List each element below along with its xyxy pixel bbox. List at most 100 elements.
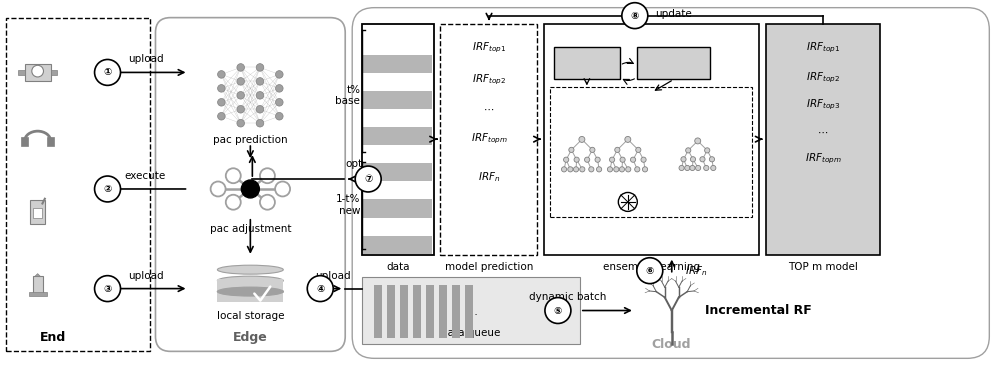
- Bar: [363, 91, 432, 109]
- Bar: [363, 73, 432, 91]
- Circle shape: [32, 65, 43, 77]
- Circle shape: [630, 157, 636, 162]
- Text: $\cdots$: $\cdots$: [817, 127, 829, 137]
- Text: ④: ④: [316, 284, 324, 294]
- Text: ...: ...: [657, 149, 669, 161]
- Bar: [362, 277, 580, 344]
- Circle shape: [679, 166, 684, 171]
- Circle shape: [355, 166, 381, 192]
- Circle shape: [95, 276, 121, 302]
- FancyBboxPatch shape: [352, 8, 989, 358]
- Circle shape: [637, 258, 663, 284]
- Circle shape: [711, 166, 716, 171]
- Circle shape: [569, 147, 574, 152]
- Circle shape: [709, 157, 715, 162]
- Bar: [363, 199, 432, 218]
- Bar: [217, 279, 283, 291]
- Circle shape: [561, 167, 567, 172]
- Text: $IRF_n$: $IRF_n$: [478, 170, 500, 184]
- Text: data queue: data queue: [441, 328, 501, 338]
- Bar: [25, 64, 51, 81]
- Circle shape: [545, 298, 571, 323]
- Circle shape: [700, 157, 705, 162]
- Circle shape: [641, 157, 646, 162]
- Circle shape: [620, 157, 625, 162]
- Circle shape: [237, 91, 244, 99]
- Circle shape: [705, 148, 710, 153]
- Text: $IRF_{top1}$: $IRF_{top1}$: [472, 40, 506, 55]
- Text: ...: ...: [468, 306, 479, 316]
- Circle shape: [241, 180, 259, 198]
- Circle shape: [579, 137, 585, 142]
- Circle shape: [276, 112, 283, 120]
- Circle shape: [618, 192, 637, 211]
- Circle shape: [609, 157, 615, 162]
- Text: $IRF_{top2}$: $IRF_{top2}$: [472, 72, 506, 87]
- Text: ensemble learning: ensemble learning: [603, 262, 700, 272]
- Text: ⑥: ⑥: [646, 266, 654, 276]
- Circle shape: [256, 77, 264, 85]
- Bar: [363, 109, 432, 127]
- Text: TOP m model: TOP m model: [788, 262, 858, 272]
- Text: Estimator: Estimator: [562, 58, 612, 68]
- Circle shape: [256, 119, 264, 127]
- Bar: [387, 285, 395, 338]
- Circle shape: [226, 168, 241, 183]
- Circle shape: [218, 112, 225, 120]
- Circle shape: [237, 119, 244, 127]
- Text: upload: upload: [315, 270, 351, 281]
- Circle shape: [642, 167, 648, 172]
- Text: data: data: [386, 262, 410, 272]
- Circle shape: [690, 166, 695, 171]
- Circle shape: [614, 167, 619, 172]
- Text: dynamic batch: dynamic batch: [529, 291, 607, 302]
- Bar: [21, 137, 28, 146]
- Circle shape: [256, 91, 264, 99]
- Circle shape: [218, 98, 225, 106]
- Bar: [217, 290, 283, 302]
- Text: ②: ②: [103, 184, 112, 194]
- Circle shape: [573, 167, 579, 172]
- Bar: [766, 23, 880, 255]
- Bar: [363, 163, 432, 181]
- Text: update: update: [655, 9, 692, 19]
- Circle shape: [275, 182, 290, 196]
- Circle shape: [595, 157, 600, 162]
- Text: $IRF_{top1}$: $IRF_{top1}$: [806, 40, 840, 55]
- Circle shape: [95, 59, 121, 86]
- Bar: [33, 208, 42, 218]
- Circle shape: [636, 147, 641, 152]
- Text: local storage: local storage: [217, 312, 284, 321]
- Circle shape: [237, 63, 244, 71]
- Circle shape: [589, 167, 594, 172]
- Text: upload: upload: [128, 54, 163, 65]
- Bar: [18, 70, 25, 75]
- Circle shape: [619, 167, 625, 172]
- Bar: [51, 70, 57, 75]
- Bar: [637, 47, 710, 79]
- Bar: [363, 236, 432, 254]
- Circle shape: [580, 167, 585, 172]
- Circle shape: [256, 105, 264, 113]
- Text: $IRF_{top3}$: $IRF_{top3}$: [806, 98, 840, 113]
- Circle shape: [685, 166, 690, 171]
- Circle shape: [564, 157, 569, 162]
- Text: ①: ①: [103, 68, 112, 77]
- Text: dmlc: dmlc: [556, 203, 576, 212]
- Text: $IRF_{top2}$: $IRF_{top2}$: [806, 70, 840, 85]
- Bar: [400, 285, 408, 338]
- Ellipse shape: [217, 276, 283, 285]
- Text: pac adjustment: pac adjustment: [210, 224, 291, 234]
- Bar: [363, 218, 432, 236]
- Circle shape: [226, 195, 241, 210]
- Bar: [426, 285, 434, 338]
- Circle shape: [681, 157, 686, 162]
- Circle shape: [276, 84, 283, 92]
- Circle shape: [276, 98, 283, 106]
- Text: 1-t%
new: 1-t% new: [336, 194, 360, 216]
- Bar: [363, 127, 432, 145]
- Text: Edge: Edge: [233, 331, 268, 344]
- Bar: [363, 181, 432, 199]
- Text: Cloud: Cloud: [651, 338, 691, 351]
- Circle shape: [695, 138, 701, 144]
